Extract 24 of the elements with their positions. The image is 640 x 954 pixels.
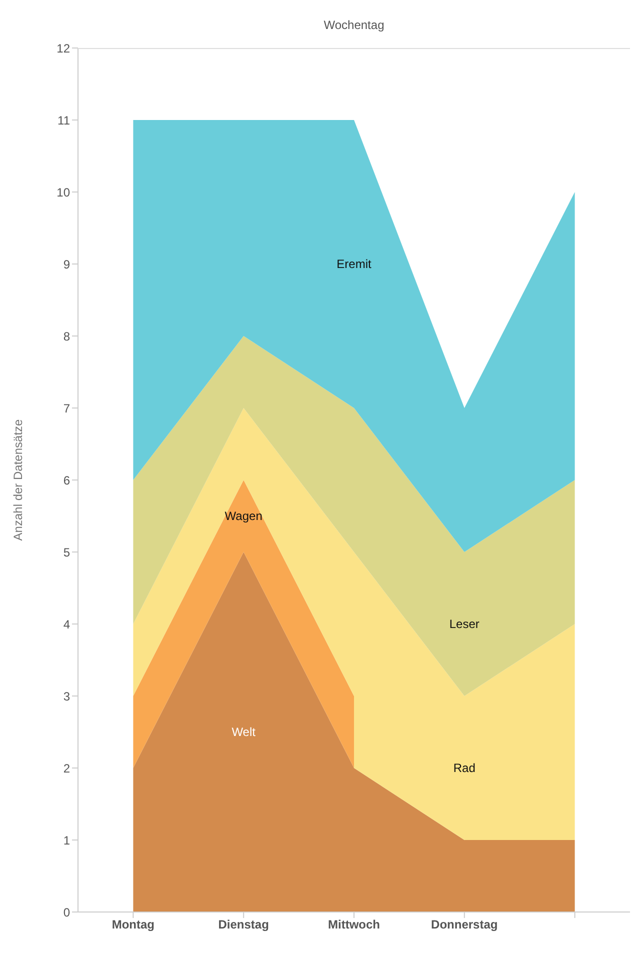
y-tick-label: 2 bbox=[63, 761, 70, 776]
x-tick-label: Dienstag bbox=[218, 918, 269, 932]
y-tick-label: 8 bbox=[63, 329, 70, 344]
x-tick-label: Montag bbox=[112, 918, 155, 932]
y-tick-label: 12 bbox=[56, 41, 70, 56]
y-tick-label: 10 bbox=[56, 185, 70, 200]
y-tick-label: 1 bbox=[63, 833, 70, 848]
y-tick-label: 5 bbox=[63, 545, 70, 560]
y-tick-label: 6 bbox=[63, 473, 70, 488]
y-tick-label: 0 bbox=[63, 905, 70, 920]
series-label: Eremit bbox=[336, 257, 372, 271]
y-axis-title: Anzahl der Datensätze bbox=[11, 419, 25, 541]
series-label: Wagen bbox=[224, 509, 262, 523]
y-tick-label: 9 bbox=[63, 257, 70, 272]
x-axis-title: Wochentag bbox=[322, 18, 386, 32]
x-tick-label: Mittwoch bbox=[328, 918, 380, 932]
y-tick-label: 4 bbox=[63, 617, 70, 632]
y-tick-label: 11 bbox=[58, 113, 70, 128]
y-tick-label: 3 bbox=[63, 689, 70, 704]
series-label: Rad bbox=[453, 761, 476, 775]
y-tick-label: 7 bbox=[63, 401, 70, 416]
series-label: Leser bbox=[449, 617, 480, 631]
series-label: Welt bbox=[232, 725, 256, 739]
x-tick-label: Donnerstag bbox=[431, 918, 498, 932]
